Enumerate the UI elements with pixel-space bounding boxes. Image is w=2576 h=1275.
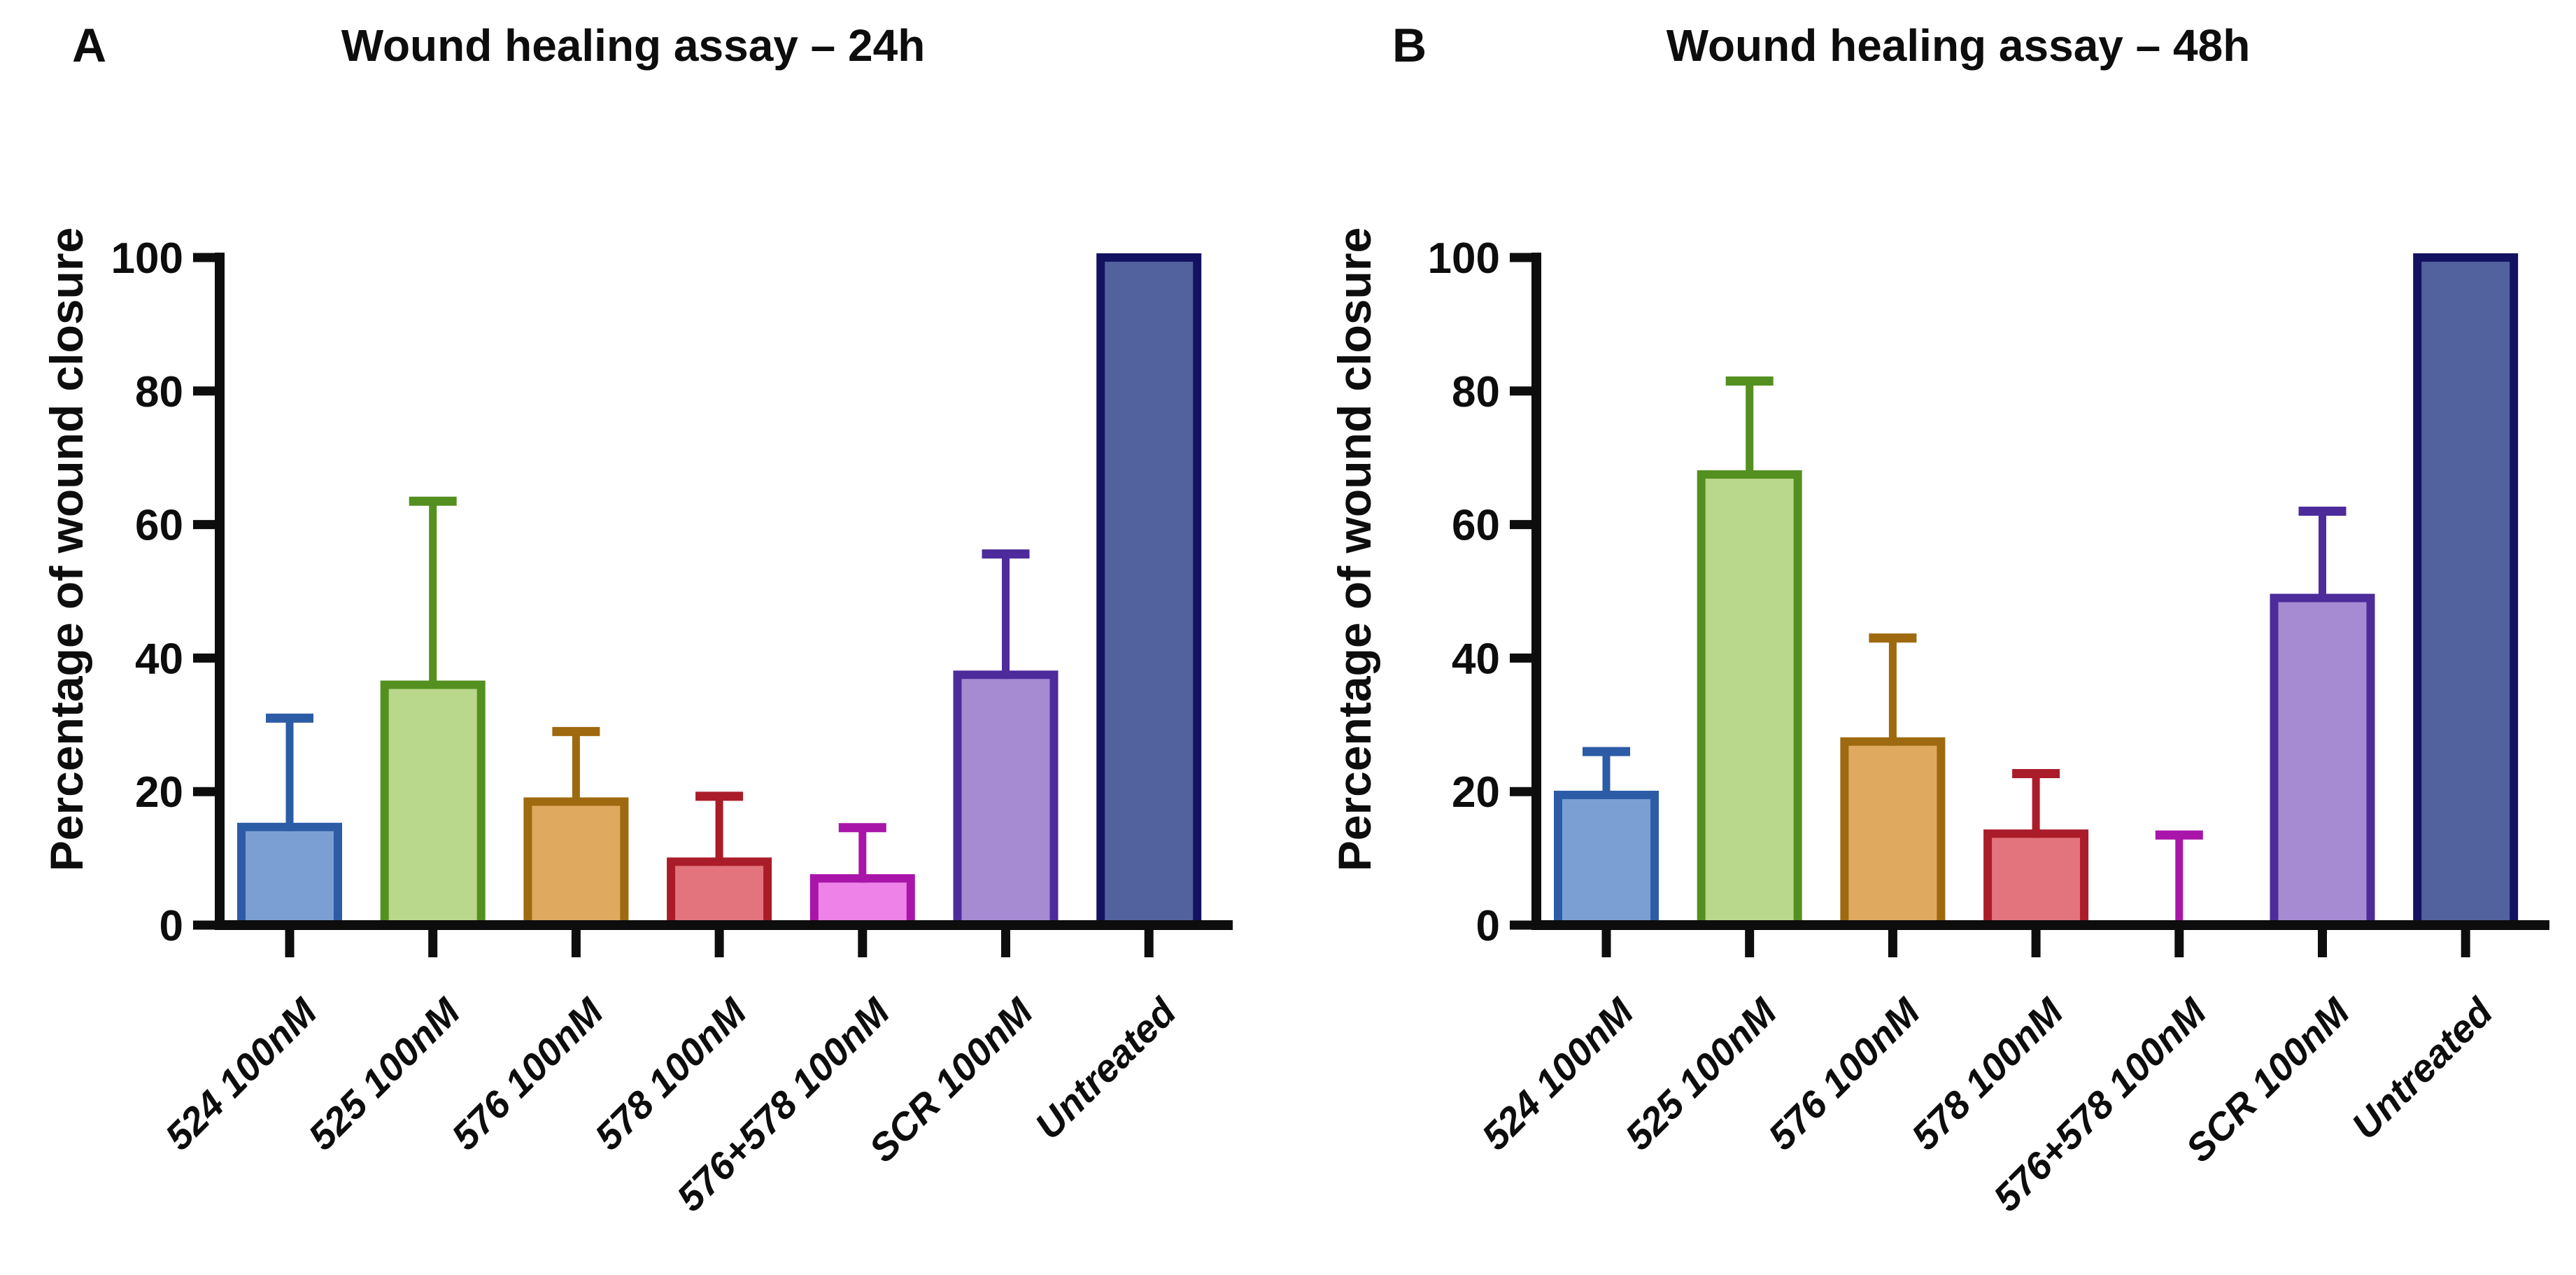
bar-524-100nm	[237, 822, 342, 929]
x-label-576-100nm: 576 100nM	[1760, 989, 1928, 1158]
y-tick-label-100: 100	[1428, 234, 1500, 283]
panel-b: B Wound healing assay – 48h Percentage o…	[1288, 0, 2576, 1275]
bar-524-100nm	[1554, 790, 1659, 929]
bar-untreated	[2413, 253, 2519, 929]
bar-525-100nm	[380, 680, 486, 929]
bar-scr-100nm	[953, 670, 1059, 929]
y-tick-label-40: 40	[1452, 635, 1500, 683]
panel-a-label: A	[72, 19, 107, 72]
y-tick-label-20: 20	[1452, 768, 1500, 817]
bar-525-100nm	[1697, 470, 1802, 929]
bar-untreated	[1096, 253, 1202, 929]
y-tick-label-80: 80	[135, 368, 183, 416]
panel-a: A Wound healing assay – 24h Percentage o…	[41, 19, 1233, 1220]
y-tick-label-20: 20	[135, 768, 183, 817]
panel-b-title: Wound healing assay – 48h	[1666, 20, 2251, 71]
x-label-524-100nm: 524 100nM	[157, 989, 325, 1158]
x-label-untreated: Untreated	[1026, 989, 1184, 1148]
x-label-576-100nm: 576 100nM	[443, 989, 611, 1158]
bar-576-100nm	[1840, 737, 1946, 930]
y-tick-label-0: 0	[160, 902, 183, 950]
panel-b-label: B	[1392, 19, 1427, 72]
bar-576-100nm	[523, 797, 629, 930]
bar-578-100nm	[1983, 829, 2089, 929]
bar-576-578-100nm	[809, 874, 915, 929]
y-tick-label-100: 100	[111, 234, 183, 283]
panel-a-title: Wound healing assay – 24h	[341, 20, 926, 71]
x-label-525-100nm: 525 100nM	[1617, 989, 1785, 1158]
y-tick-label-80: 80	[1452, 368, 1500, 416]
y-tick-label-0: 0	[1476, 902, 1500, 950]
x-label-524-100nm: 524 100nM	[1473, 989, 1642, 1158]
y-tick-label-40: 40	[135, 635, 183, 683]
bar-578-100nm	[667, 857, 772, 929]
y-tick-label-60: 60	[1452, 502, 1500, 550]
bar-scr-100nm	[2270, 593, 2375, 929]
x-label-525-100nm: 525 100nM	[300, 989, 469, 1158]
y-tick-label-60: 60	[135, 502, 183, 550]
x-label-untreated: Untreated	[2343, 989, 2501, 1148]
